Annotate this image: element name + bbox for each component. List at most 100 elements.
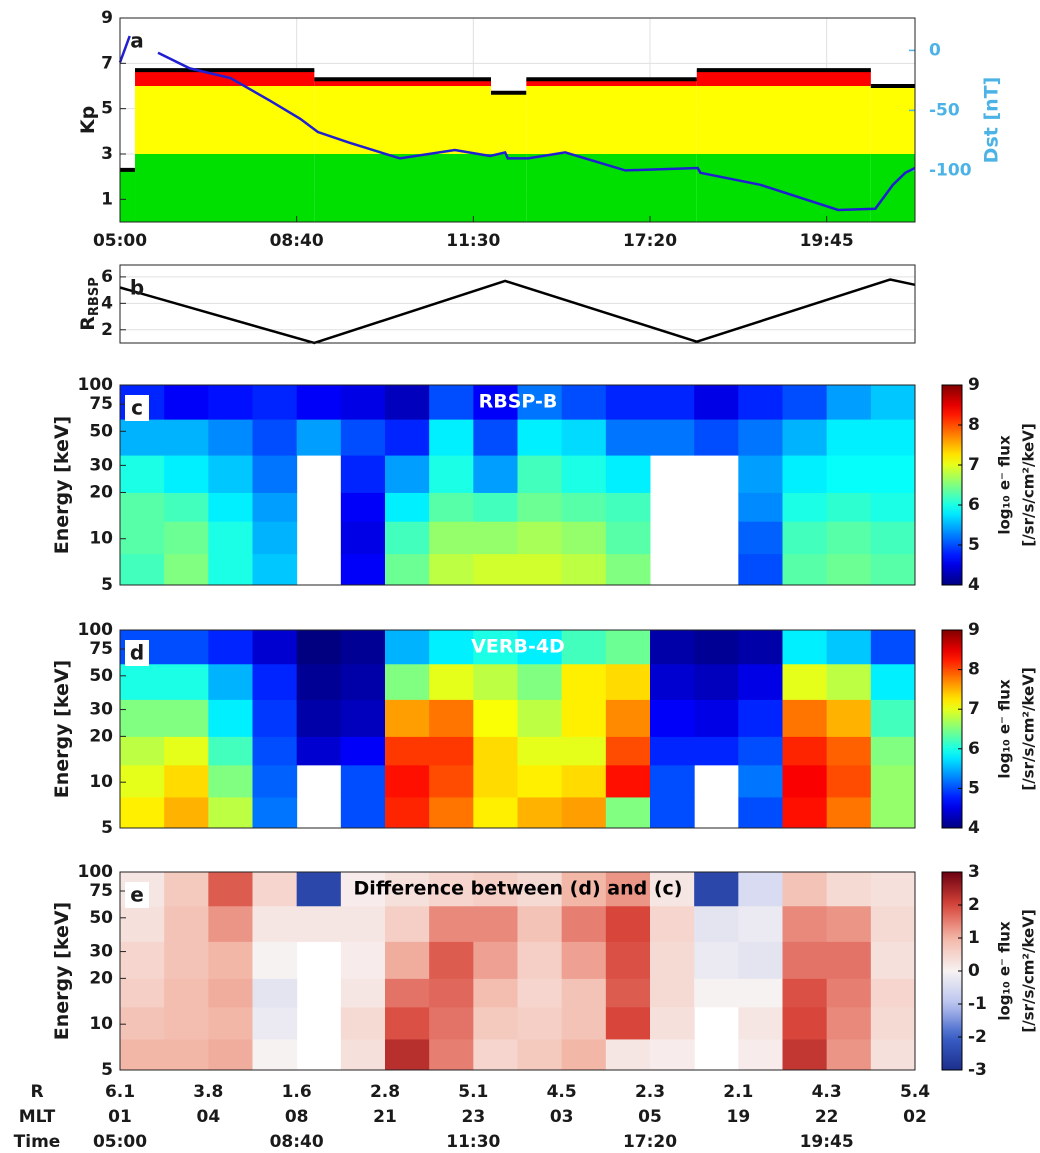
- heatmap-cell: [252, 1006, 298, 1040]
- bottom-axis-value: 19: [726, 1107, 750, 1127]
- colorbar-tick-label: 5: [968, 778, 980, 798]
- heatmap-cell: [208, 796, 253, 829]
- heatmap-cell: [120, 521, 165, 555]
- heatmap-cell: [561, 699, 607, 737]
- heatmap-cell: [120, 764, 165, 798]
- heatmap-cell: [385, 385, 430, 420]
- heatmap-cell: [605, 1038, 651, 1071]
- heatmap-cell: [208, 699, 253, 737]
- y-tick-label: 20: [89, 968, 113, 988]
- colorbar-tick-label: 4: [968, 818, 980, 838]
- heatmap-cell: [340, 521, 386, 555]
- heatmap-cell: [782, 553, 828, 586]
- heatmap-cell: [826, 630, 872, 665]
- y-label-text: Energy [keV]: [51, 660, 73, 798]
- heatmap-cell: [517, 872, 563, 907]
- kp-bar: [135, 86, 315, 154]
- heatmap-cell: [605, 492, 651, 522]
- heatmap-cell: [340, 764, 386, 798]
- heatmap-cell: [870, 941, 916, 979]
- heatmap-cell: [429, 1038, 474, 1071]
- heatmap-cell: [826, 764, 872, 798]
- heatmap-cell: [561, 630, 607, 665]
- heatmap-cell: [650, 419, 695, 456]
- heatmap-cell: [252, 872, 298, 907]
- kp-bar: [135, 70, 315, 86]
- heatmap-cell: [605, 1006, 651, 1040]
- heatmap-cell: [164, 796, 209, 829]
- heatmap-cell: [164, 1038, 209, 1071]
- heatmap-cell: [517, 385, 563, 420]
- kp-bar: [696, 70, 871, 86]
- y-tick-label: 5: [101, 1060, 113, 1080]
- heatmap-cell: [473, 796, 518, 829]
- heatmap-cell: [208, 1006, 253, 1040]
- heatmap-cell: [870, 736, 916, 766]
- heatmap-cell: [208, 905, 253, 942]
- heatmap-cell: [782, 385, 828, 420]
- heatmap-cell: [208, 385, 253, 420]
- heatmap-cell: [650, 385, 695, 420]
- axes-frame: [119, 871, 916, 1071]
- heatmap-cell: [208, 736, 253, 766]
- heatmap-cell: [738, 492, 783, 522]
- heatmap-cell: [826, 492, 872, 522]
- bottom-axis-value: 3.8: [193, 1082, 223, 1102]
- line: [119, 278, 916, 345]
- heatmap-cell: [650, 736, 695, 766]
- y-tick-label: 30: [89, 455, 113, 475]
- colorbar: [941, 629, 963, 829]
- heatmap-cell: [605, 941, 651, 979]
- heatmap-cell: [385, 872, 430, 907]
- bottom-axis-value: 05:00: [93, 1132, 147, 1152]
- heatmap-cell: [650, 764, 695, 798]
- heatmap-cell: [826, 553, 872, 586]
- panel-label: b: [130, 276, 144, 300]
- heatmap-cell: [738, 663, 783, 700]
- colorbar-tick-label: 1: [968, 928, 980, 948]
- heatmap-cell: [782, 630, 828, 665]
- colorbar-tick-label: 8: [968, 415, 980, 435]
- heatmap-cell: [164, 941, 209, 979]
- y-label: RRBSP: [77, 277, 102, 330]
- bottom-axis-value: 5.1: [458, 1082, 488, 1102]
- y-label: Energy [keV]: [51, 902, 73, 1040]
- kp-bar: [314, 154, 491, 222]
- y-label-text: R: [77, 316, 99, 331]
- heatmap-cell: [340, 630, 386, 665]
- kp-bar: [526, 86, 697, 154]
- heatmap-cell: [826, 941, 872, 979]
- heatmap-cell: [473, 419, 518, 456]
- kp-bar: [526, 79, 697, 86]
- heatmap-cell: [252, 385, 298, 420]
- heatmap-cell: [164, 905, 209, 942]
- axes-frame: [119, 17, 916, 223]
- heatmap-cell: [782, 905, 828, 942]
- heatmap-cell: [120, 419, 165, 456]
- heatmap-cell: [340, 796, 386, 829]
- colorbar-tick-label: 6: [968, 495, 980, 515]
- heatmap-cell: [782, 796, 828, 829]
- heatmap-cell: [694, 699, 739, 737]
- heatmap-cell: [429, 455, 474, 493]
- y-tick-label: 5: [101, 575, 113, 595]
- colorbar-tick-label: -1: [968, 994, 987, 1014]
- heatmap-cell: [164, 419, 209, 456]
- heatmap-cell: [517, 521, 563, 555]
- heatmap-cell: [561, 455, 607, 493]
- heatmap-cell: [782, 521, 828, 555]
- heatmap-cell: [473, 941, 518, 979]
- kp-bar: [314, 86, 491, 154]
- heatmap-cell: [605, 455, 651, 493]
- heatmap-cell: [870, 630, 916, 665]
- heatmap-cell: [385, 553, 430, 586]
- heatmap-cell: [252, 521, 298, 555]
- heatmap-cell: [473, 905, 518, 942]
- bottom-axis-value: 08: [285, 1107, 309, 1127]
- heatmap-cell: [826, 872, 872, 907]
- x-tick-label: 05:00: [93, 231, 147, 251]
- bottom-axis-value: 6.1: [105, 1082, 135, 1102]
- heatmap-cell: [517, 736, 563, 766]
- heatmap-cell: [340, 699, 386, 737]
- heatmap-cell: [473, 764, 518, 798]
